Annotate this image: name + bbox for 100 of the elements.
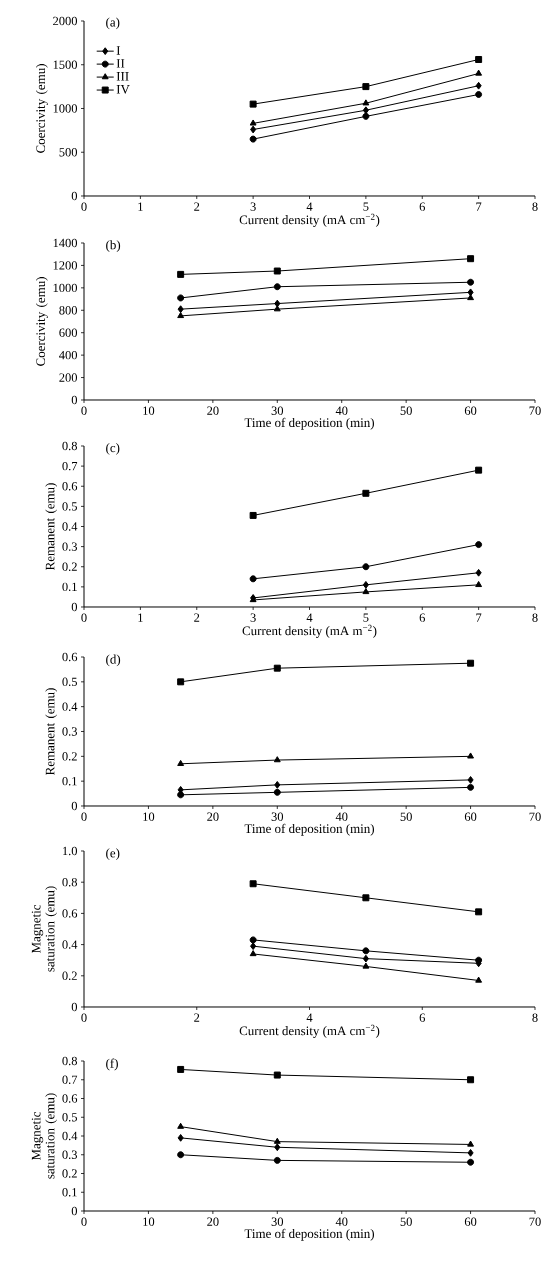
x-tick-label: 3: [250, 613, 256, 622]
y-tick-label: 1200: [53, 261, 78, 270]
y-tick-label: 1000: [53, 104, 78, 113]
x-tick-label: 30: [271, 1217, 284, 1226]
y-tick-label: 200: [59, 373, 78, 382]
y-tick-label: 1000: [53, 283, 78, 293]
y-axis-title: Remanent (emu): [45, 688, 58, 775]
x-tick-label: 6: [419, 202, 425, 211]
y-tick-label: 400: [59, 350, 78, 360]
annotation: (c): [106, 443, 120, 455]
legend-label: I: [116, 46, 121, 55]
x-tick-label: 4: [306, 202, 313, 211]
x-tick-label: 70: [529, 1217, 541, 1226]
annotation: (e): [106, 848, 120, 861]
annotation: (b): [106, 240, 121, 252]
y-tick-label: 500: [59, 148, 78, 157]
x-tick-label: 60: [464, 406, 477, 415]
y-axis-title: Coercivity (emu): [35, 64, 48, 153]
annotation: (a): [106, 17, 120, 30]
x-tick-label: 3: [250, 202, 256, 211]
y-tick-label: 0: [71, 1206, 78, 1216]
y-tick-label: 0: [71, 1002, 78, 1012]
x-tick-label: 2: [194, 1013, 200, 1022]
x-tick-label: 4: [306, 613, 313, 622]
x-axis-title: Time of deposition (min): [244, 1228, 374, 1241]
y-tick-label: 0.6: [62, 652, 78, 662]
x-tick-label: 1: [138, 613, 143, 622]
x-tick-label: 40: [335, 406, 348, 415]
legend-label: III: [116, 72, 129, 81]
y-tick-label: 0.1: [62, 1188, 77, 1197]
x-tick-label: 0: [81, 1217, 87, 1226]
annotation: (f): [106, 1058, 118, 1071]
annotation: (d): [106, 654, 121, 667]
x-tick-label: 20: [207, 812, 219, 821]
y-axis-title: Remanent (emu): [45, 483, 58, 570]
y-tick-label: 600: [59, 328, 78, 337]
y-tick-label: 0.4: [62, 940, 78, 949]
x-tick-label: 10: [143, 1217, 155, 1226]
x-tick-label: 30: [271, 812, 284, 821]
y-tick-label: 0.7: [62, 461, 78, 471]
x-tick-label: 2: [194, 202, 200, 211]
y-tick-label: 0.4: [62, 702, 78, 711]
x-tick-label: 4: [306, 1013, 313, 1022]
y-tick-label: 0.3: [62, 727, 77, 736]
x-tick-label: 50: [400, 1217, 412, 1226]
x-tick-label: 0: [81, 202, 87, 211]
x-tick-label: 8: [532, 613, 538, 622]
x-tick-label: 5: [363, 613, 369, 622]
x-tick-label: 70: [529, 812, 541, 821]
x-tick-label: 6: [419, 613, 425, 622]
y-axis-title: Magnetic saturation (emu): [31, 1093, 58, 1179]
y-tick-label: 0: [71, 801, 78, 811]
x-tick-label: 0: [81, 406, 87, 415]
y-tick-label: 0.4: [62, 1131, 78, 1141]
y-tick-label: 800: [59, 306, 78, 315]
y-tick-label: 0.3: [62, 1150, 77, 1159]
x-tick-label: 1: [138, 202, 143, 211]
x-axis-title: Current density (mA cm$^{−2}$): [239, 213, 380, 227]
legend-label: II: [116, 59, 125, 68]
x-tick-label: 60: [464, 1217, 477, 1226]
y-tick-label: 0.1: [62, 582, 77, 592]
y-axis-title: Magnetic saturation (emu): [31, 886, 58, 972]
y-tick-label: 0.6: [62, 1094, 78, 1103]
y-tick-label: 0.8: [62, 441, 78, 451]
y-tick-label: 0.5: [62, 677, 77, 687]
x-tick-label: 0: [81, 1013, 87, 1022]
y-tick-label: 0.3: [62, 542, 77, 551]
x-tick-label: 5: [363, 202, 369, 211]
y-tick-label: 0.2: [62, 752, 77, 761]
x-axis-title: Current density (mA cm$^{−2}$): [239, 1024, 380, 1038]
x-tick-label: 7: [476, 613, 482, 622]
legend-label: IV: [116, 85, 130, 94]
y-tick-label: 0.6: [62, 482, 78, 491]
x-axis-title: Time of deposition (min): [244, 823, 374, 836]
y-axis-title: Coercivity (emu): [35, 277, 48, 366]
x-tick-label: 60: [464, 812, 477, 821]
y-tick-label: 0: [71, 191, 78, 201]
x-tick-label: 10: [143, 812, 155, 821]
y-tick-label: 1500: [53, 60, 78, 69]
x-tick-label: 10: [143, 406, 155, 415]
y-tick-label: 1400: [53, 238, 78, 248]
x-tick-label: 8: [532, 202, 538, 211]
y-tick-label: 0.8: [62, 877, 78, 887]
x-tick-label: 40: [335, 1217, 348, 1226]
x-tick-label: 50: [400, 406, 412, 415]
x-tick-label: 0: [81, 812, 87, 821]
y-tick-label: 0.2: [62, 1169, 77, 1178]
x-tick-label: 2: [194, 613, 200, 622]
x-tick-label: 8: [532, 1013, 538, 1022]
y-tick-label: 0: [71, 395, 78, 405]
x-tick-label: 70: [529, 406, 541, 415]
x-tick-label: 40: [335, 812, 348, 821]
y-tick-label: 0: [71, 602, 78, 612]
y-tick-label: 1.0: [63, 846, 78, 856]
y-tick-label: 2000: [53, 16, 78, 26]
x-tick-label: 20: [207, 1217, 219, 1226]
x-tick-label: 30: [271, 406, 284, 415]
y-tick-label: 0.8: [62, 1056, 78, 1066]
x-axis-title: Current density (mA m$^{−2}$): [242, 624, 377, 638]
y-tick-label: 0.7: [62, 1075, 78, 1084]
